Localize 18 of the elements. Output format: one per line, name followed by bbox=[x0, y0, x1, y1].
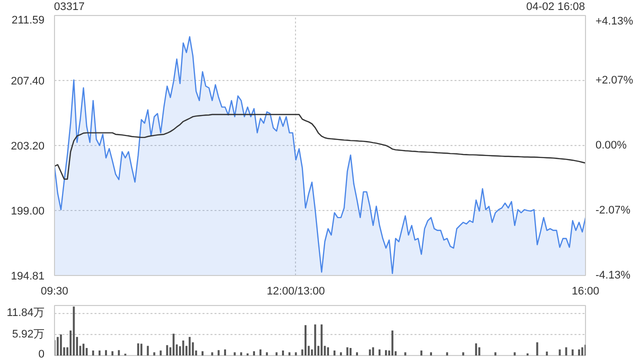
y-tick-label: 194.81 bbox=[10, 270, 45, 282]
y2-tick-label: 0.00% bbox=[596, 140, 627, 152]
x-tick-label: 09:30 bbox=[40, 286, 68, 298]
text: 04-02 16:08 bbox=[526, 0, 585, 14]
y-tick-label: 5.92万 bbox=[12, 328, 45, 340]
x-tick-label: 16:00 bbox=[572, 286, 600, 298]
y2-tick-label: -4.13% bbox=[596, 270, 631, 282]
y-tick-label: 11.84万 bbox=[6, 307, 45, 320]
x-tick-label: 12:00/13:00 bbox=[266, 286, 325, 298]
y-tick-label: 207.40 bbox=[10, 75, 45, 88]
chart-title: 03317 bbox=[54, 0, 85, 14]
y-tick-label: 211.59 bbox=[12, 14, 44, 26]
y-tick-label: 203.20 bbox=[10, 140, 45, 152]
y2-tick-label: +4.13% bbox=[596, 16, 634, 28]
y2-tick-label: +2.07% bbox=[596, 74, 634, 86]
y-tick-label: 0 bbox=[38, 348, 45, 360]
y-tick-label: 199.00 bbox=[10, 206, 45, 218]
y2-tick-label: -2.07% bbox=[596, 204, 631, 217]
